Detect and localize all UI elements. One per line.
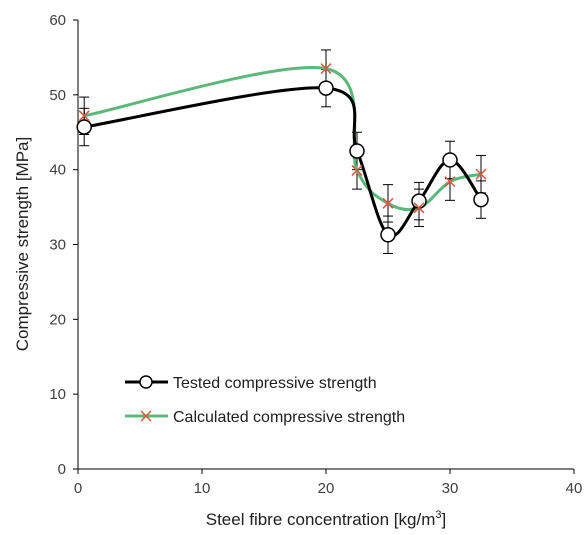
x-tick-label: 0 bbox=[74, 480, 82, 497]
data-point-calculated bbox=[382, 197, 394, 209]
series-line-0 bbox=[83, 86, 483, 238]
y-tick-label: 20 bbox=[49, 311, 66, 328]
x-tick-label: 40 bbox=[566, 480, 583, 497]
data-point-calculated bbox=[413, 202, 425, 214]
data-point-calculated bbox=[444, 176, 456, 188]
x-axis-title-end: ] bbox=[442, 510, 447, 529]
legend-label-calculated: Calculated compressive strength bbox=[173, 409, 405, 426]
y-tick-label: 30 bbox=[49, 237, 66, 254]
data-point-calculated bbox=[320, 63, 332, 75]
data-point-tested bbox=[349, 143, 365, 159]
legend: Tested compressive strength Calculated c… bbox=[125, 375, 405, 426]
x-tick-label: 30 bbox=[442, 480, 459, 497]
y-axis-title: Compressive strength [MPa] bbox=[13, 137, 32, 351]
data-point-tested bbox=[318, 80, 334, 96]
legend-marker-calculated bbox=[140, 410, 152, 422]
legend-marker-tested bbox=[139, 375, 153, 389]
x-axis-title-sup: 3 bbox=[435, 509, 441, 521]
y-tick-label: 40 bbox=[49, 162, 66, 179]
y-tick-label: 10 bbox=[49, 386, 66, 403]
data-point-calculated bbox=[78, 110, 90, 122]
x-tick-label: 20 bbox=[318, 480, 335, 497]
data-point-tested bbox=[442, 152, 458, 168]
x-axis-title: Steel fibre concentration [kg/m3] bbox=[206, 509, 446, 529]
data-point-tested bbox=[76, 119, 92, 135]
data-point-tested bbox=[411, 193, 427, 209]
x-axis-title-main: Steel fibre concentration [kg/m bbox=[206, 510, 436, 529]
y-tick-label: 0 bbox=[58, 461, 66, 478]
data-point-calculated bbox=[475, 168, 487, 180]
y-tick-label: 60 bbox=[49, 12, 66, 29]
series-line-1 bbox=[83, 66, 482, 212]
data-point-calculated bbox=[351, 164, 363, 176]
y-tick-label: 50 bbox=[49, 87, 66, 104]
series-markers bbox=[76, 63, 489, 243]
error-bars bbox=[79, 49, 486, 254]
legend-label-tested: Tested compressive strength bbox=[173, 375, 377, 392]
x-tick-label: 10 bbox=[194, 480, 211, 497]
data-point-tested bbox=[473, 191, 489, 208]
data-point-tested bbox=[380, 227, 396, 243]
ticks: 0 10 20 30 40 0 10 20 30 40 50 60 bbox=[49, 12, 582, 497]
